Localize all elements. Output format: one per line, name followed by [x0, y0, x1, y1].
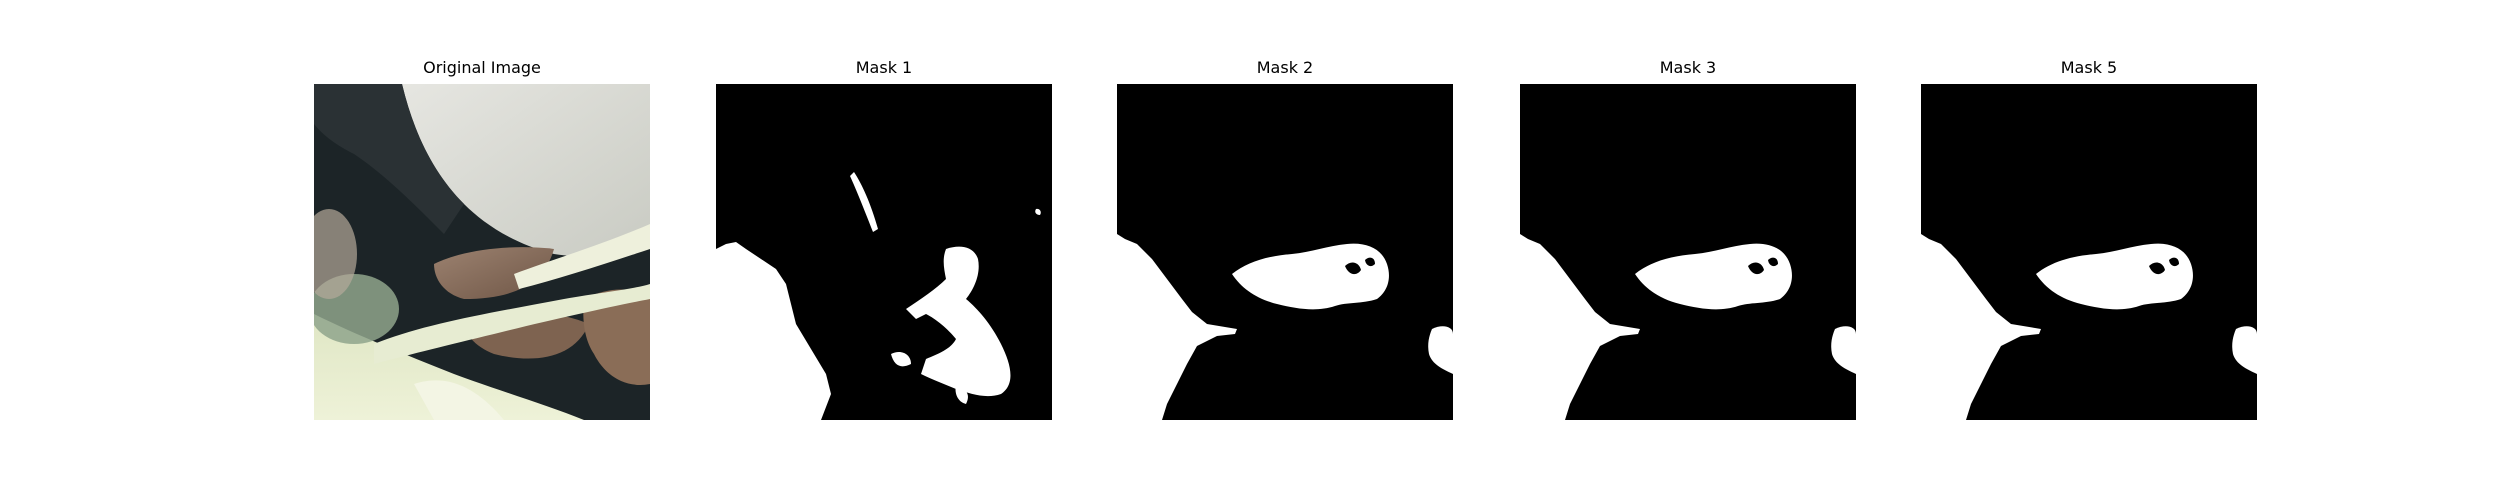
- mask-image: [716, 84, 1052, 420]
- original-photo: [314, 84, 650, 420]
- panel-title: Mask 3: [1659, 58, 1717, 77]
- panel-title: Mask 2: [1256, 58, 1314, 77]
- mask-image: [1921, 84, 2257, 420]
- panel-title: Mask 5: [2060, 58, 2118, 77]
- mask-image: [1117, 84, 1453, 420]
- mask-image: [1520, 84, 1856, 420]
- panel-title: Original Image: [423, 58, 541, 77]
- panel-title: Mask 1: [855, 58, 913, 77]
